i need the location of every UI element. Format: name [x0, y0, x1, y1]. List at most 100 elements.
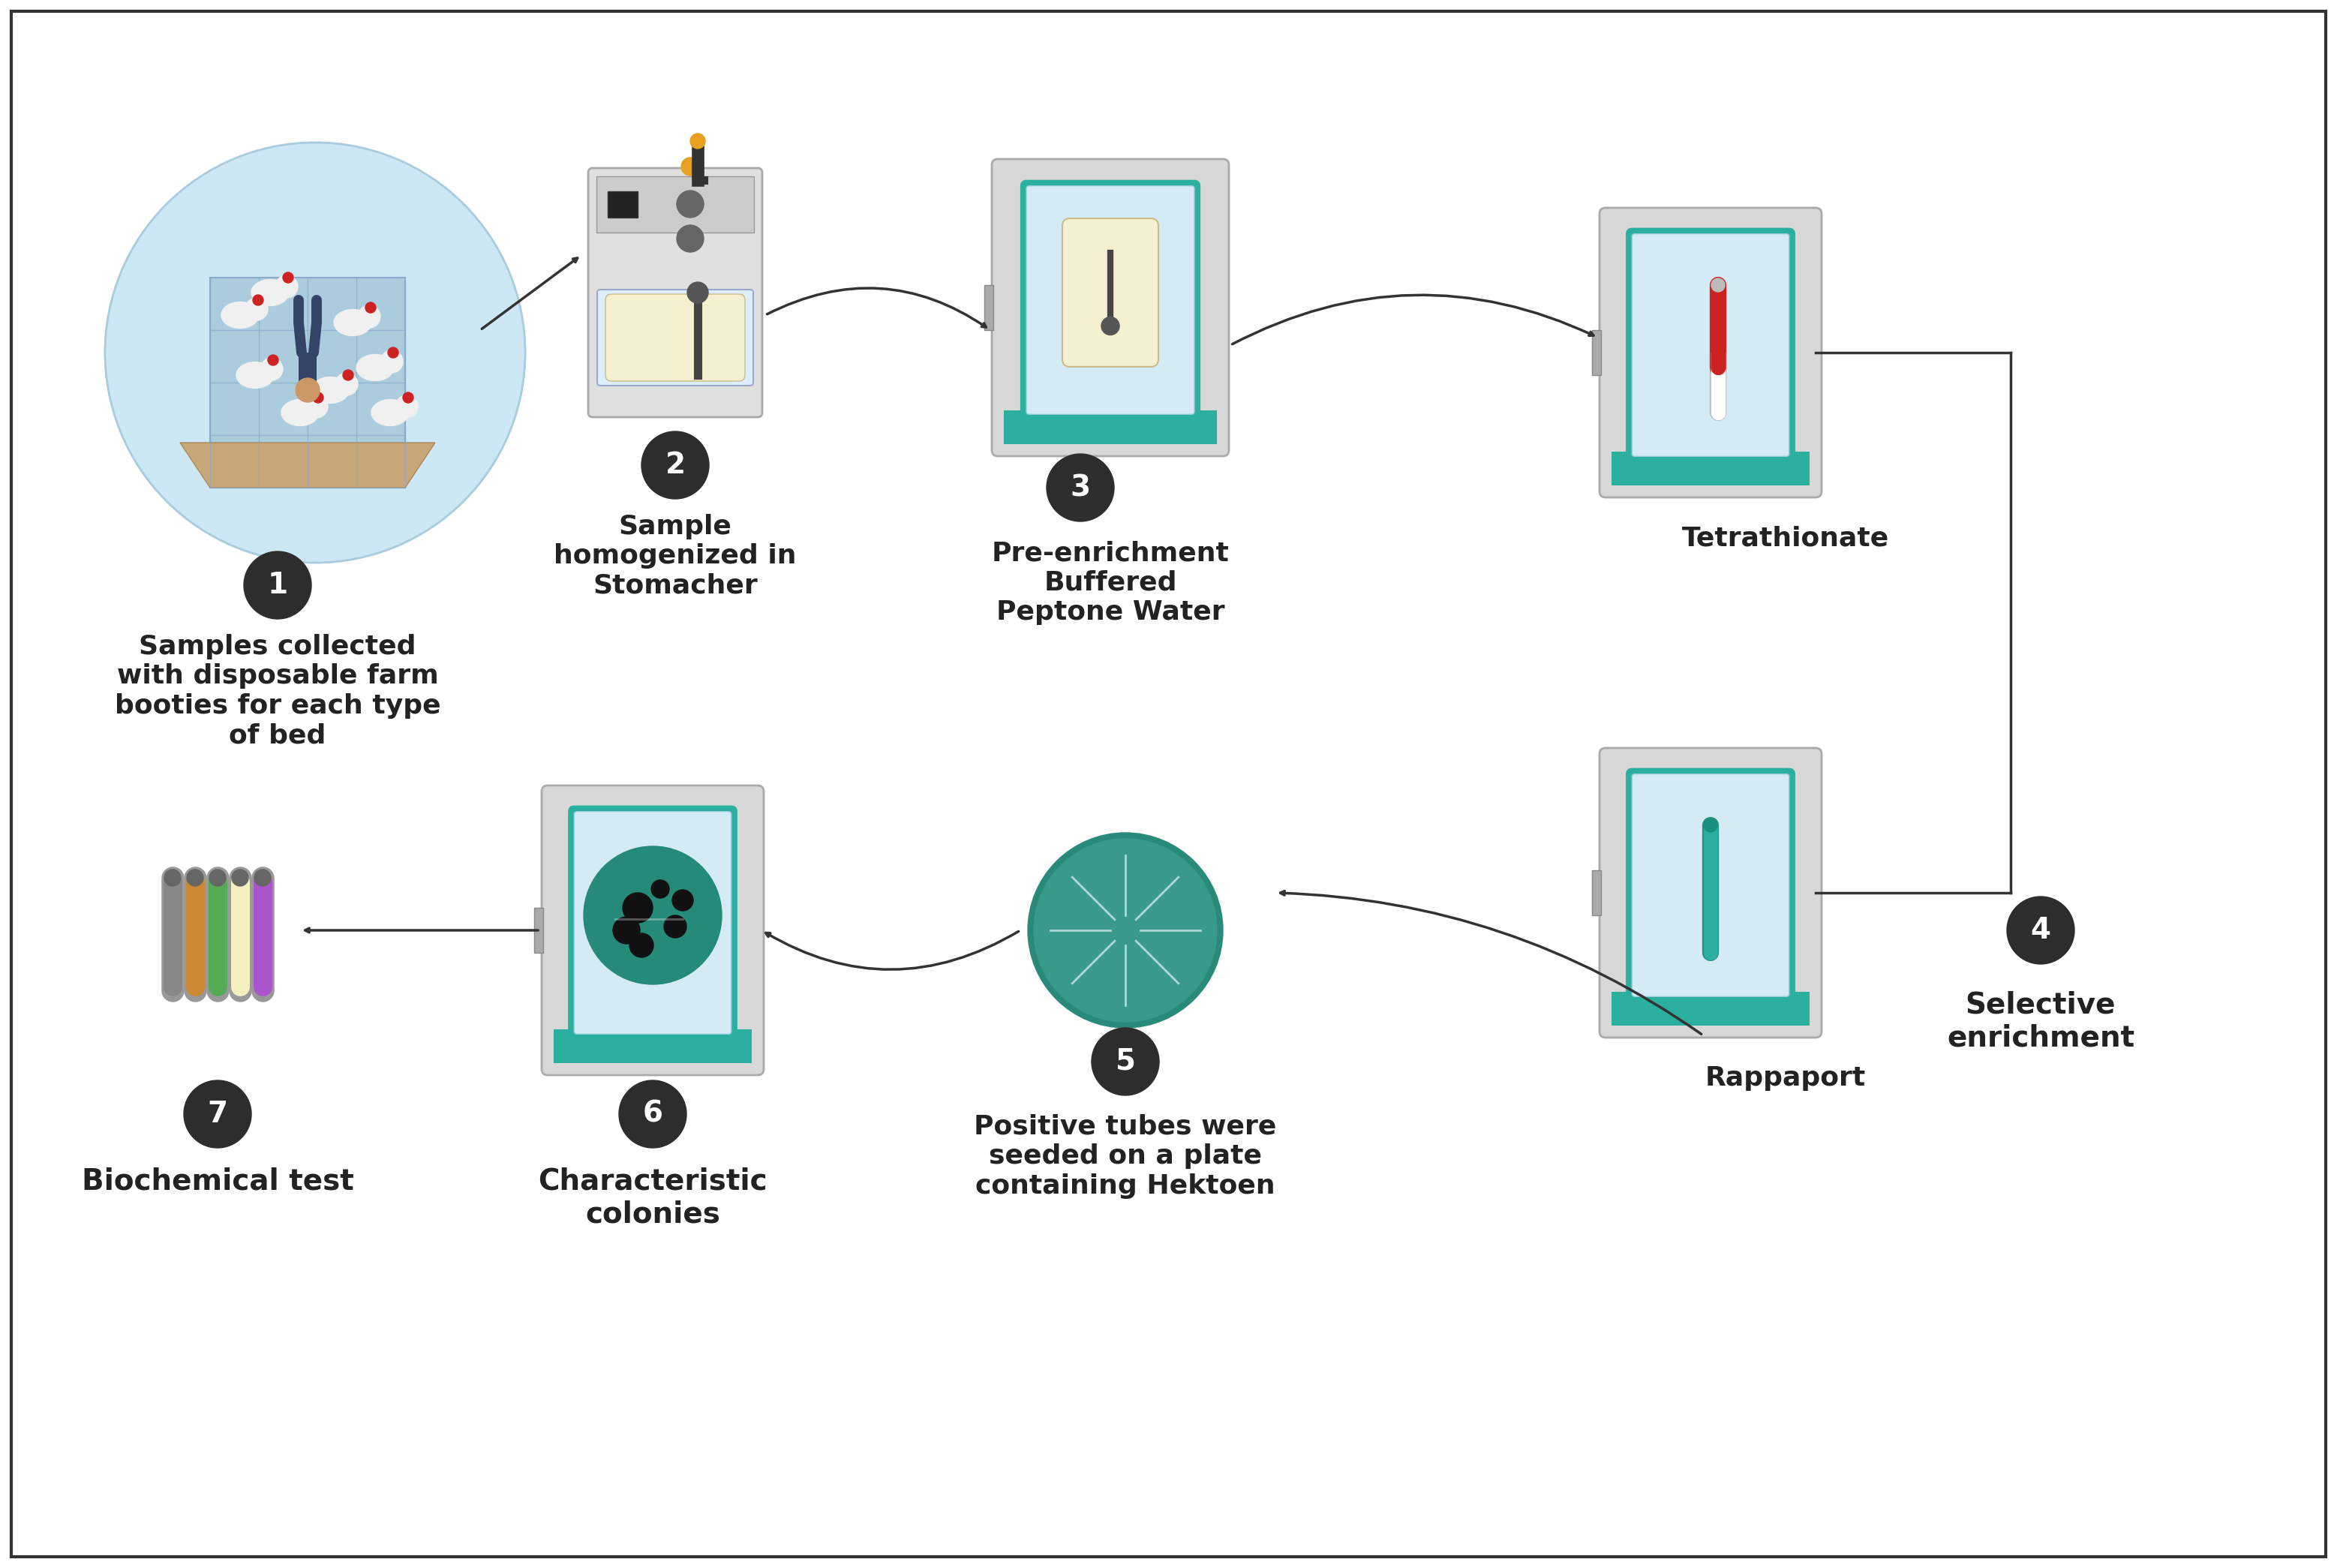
Circle shape	[678, 226, 703, 252]
Ellipse shape	[252, 279, 290, 306]
Polygon shape	[180, 442, 435, 488]
Circle shape	[381, 350, 402, 373]
Circle shape	[584, 847, 722, 985]
Circle shape	[283, 273, 294, 282]
Circle shape	[622, 892, 652, 924]
Bar	[535, 908, 542, 953]
Circle shape	[1704, 818, 1718, 833]
Text: 2: 2	[666, 452, 685, 480]
Circle shape	[269, 354, 278, 365]
Ellipse shape	[280, 400, 318, 426]
Bar	[596, 176, 755, 232]
Text: 1: 1	[266, 571, 287, 599]
Circle shape	[687, 282, 708, 303]
Circle shape	[1101, 317, 1119, 336]
Circle shape	[252, 295, 264, 306]
FancyBboxPatch shape	[1631, 234, 1790, 456]
FancyBboxPatch shape	[570, 808, 736, 1038]
Circle shape	[678, 191, 703, 218]
FancyBboxPatch shape	[589, 168, 762, 417]
Ellipse shape	[222, 303, 259, 328]
Circle shape	[210, 870, 227, 886]
Circle shape	[680, 157, 699, 176]
Text: Biochemical test: Biochemical test	[82, 1167, 353, 1195]
Circle shape	[259, 358, 283, 381]
Circle shape	[402, 392, 414, 403]
Bar	[554, 1029, 753, 1063]
Text: Selective
enrichment: Selective enrichment	[1947, 991, 2134, 1052]
FancyBboxPatch shape	[1599, 748, 1821, 1038]
Circle shape	[255, 870, 271, 886]
Bar	[1613, 452, 1809, 486]
Circle shape	[640, 431, 708, 499]
Circle shape	[577, 839, 729, 993]
Text: Positive tubes were
seeded on a plate
containing Hektoen: Positive tubes were seeded on a plate co…	[975, 1115, 1276, 1198]
Circle shape	[334, 373, 358, 395]
Circle shape	[245, 298, 269, 320]
Circle shape	[2007, 897, 2075, 964]
Circle shape	[629, 933, 654, 958]
Bar	[984, 285, 993, 331]
Text: 7: 7	[208, 1099, 227, 1129]
Text: 4: 4	[2031, 916, 2052, 944]
Text: 3: 3	[1070, 474, 1091, 502]
FancyBboxPatch shape	[1063, 218, 1159, 367]
Ellipse shape	[311, 376, 348, 403]
Text: Samples collected
with disposable farm
booties for each type
of bed: Samples collected with disposable farm b…	[115, 633, 442, 748]
Ellipse shape	[334, 309, 372, 336]
Circle shape	[1033, 839, 1218, 1022]
Text: Sample
homogenized in
Stomacher: Sample homogenized in Stomacher	[554, 514, 797, 599]
Ellipse shape	[236, 362, 273, 389]
FancyBboxPatch shape	[605, 295, 746, 381]
Text: 5: 5	[1115, 1047, 1136, 1076]
Circle shape	[185, 1080, 252, 1148]
Circle shape	[105, 143, 526, 563]
FancyBboxPatch shape	[542, 786, 764, 1076]
FancyBboxPatch shape	[991, 158, 1229, 456]
Circle shape	[1711, 279, 1725, 292]
Circle shape	[313, 392, 323, 403]
Circle shape	[689, 133, 706, 149]
Circle shape	[1028, 833, 1222, 1029]
Circle shape	[395, 395, 418, 419]
Circle shape	[570, 833, 736, 997]
Circle shape	[358, 306, 381, 328]
FancyBboxPatch shape	[1021, 182, 1199, 419]
Circle shape	[306, 395, 327, 419]
FancyBboxPatch shape	[1627, 770, 1795, 1000]
Circle shape	[294, 378, 320, 401]
Circle shape	[243, 552, 311, 619]
Text: Tetrathionate: Tetrathionate	[1683, 525, 1888, 550]
Circle shape	[365, 303, 376, 314]
Bar	[1591, 870, 1601, 916]
FancyBboxPatch shape	[1599, 209, 1821, 497]
Circle shape	[276, 276, 297, 298]
FancyBboxPatch shape	[598, 290, 753, 386]
FancyBboxPatch shape	[1627, 229, 1795, 461]
Bar	[299, 353, 315, 390]
Circle shape	[619, 1080, 687, 1148]
Bar	[608, 191, 638, 218]
Circle shape	[187, 870, 203, 886]
Ellipse shape	[355, 354, 395, 381]
FancyBboxPatch shape	[1026, 187, 1194, 414]
FancyBboxPatch shape	[575, 812, 731, 1033]
Text: Pre-enrichment
Buffered
Peptone Water: Pre-enrichment Buffered Peptone Water	[991, 539, 1229, 624]
Circle shape	[231, 870, 248, 886]
FancyBboxPatch shape	[1631, 775, 1790, 997]
Circle shape	[1047, 453, 1115, 522]
Circle shape	[673, 889, 694, 911]
Ellipse shape	[372, 400, 409, 426]
Circle shape	[164, 870, 180, 886]
Bar	[1005, 411, 1218, 444]
Circle shape	[664, 916, 687, 938]
Polygon shape	[210, 278, 404, 488]
Circle shape	[1091, 1029, 1159, 1096]
Bar	[1613, 993, 1809, 1025]
Circle shape	[652, 880, 668, 898]
Circle shape	[612, 917, 640, 944]
Text: Rappaport: Rappaport	[1706, 1065, 1865, 1091]
Circle shape	[344, 370, 353, 381]
Text: Characteristic
colonies: Characteristic colonies	[538, 1167, 767, 1228]
Circle shape	[388, 348, 397, 358]
